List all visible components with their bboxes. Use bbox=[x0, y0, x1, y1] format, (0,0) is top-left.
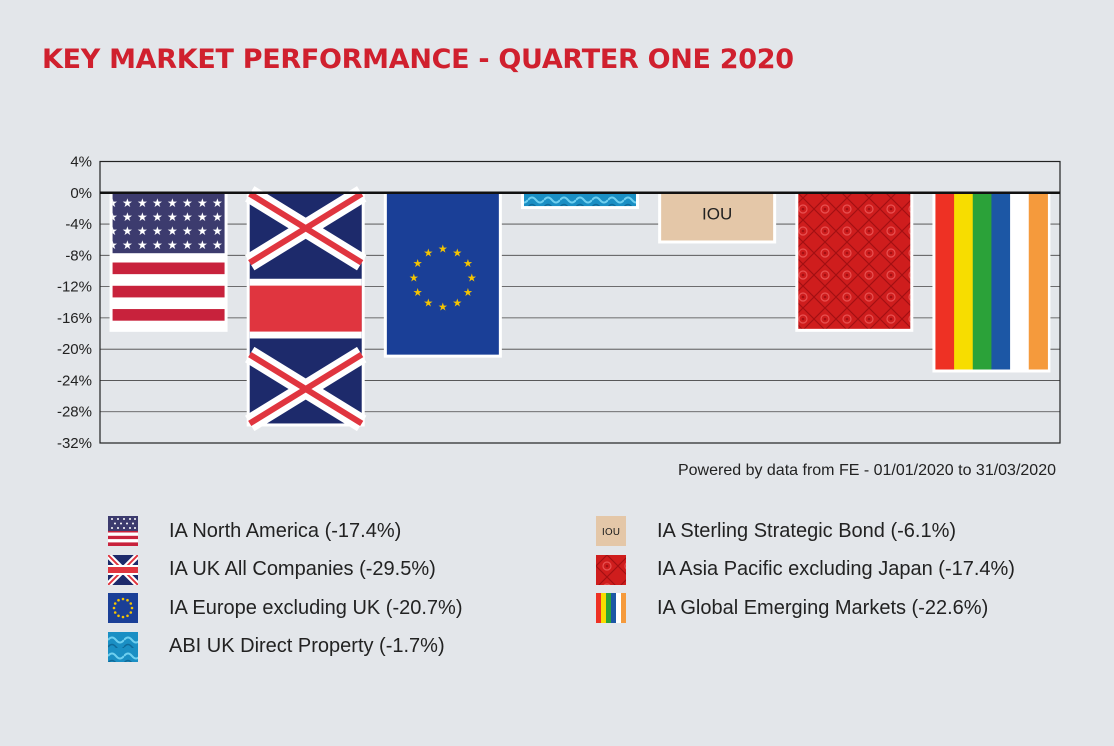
chinese-pattern-icon bbox=[596, 554, 626, 585]
eu-star: ★ bbox=[438, 300, 448, 313]
bar-2 bbox=[244, 186, 367, 432]
eu-star: ★ bbox=[423, 246, 433, 259]
legend-label: IA Global Emerging Markets (-22.6%) bbox=[657, 596, 989, 619]
y-tick-label: -28% bbox=[57, 404, 92, 421]
y-tick-label: -8% bbox=[65, 247, 92, 264]
iou-icon-text: IOU bbox=[602, 527, 620, 538]
legend-item: IOU IA Sterling Strategic Bond (-6.1%) bbox=[596, 512, 1015, 551]
iou-note-icon: IOU bbox=[596, 516, 626, 547]
bar-3: ★ ★★★★★★★★★★★ bbox=[383, 191, 502, 358]
eu-star bbox=[126, 599, 129, 602]
eu-star: ★ bbox=[452, 297, 462, 310]
legend-label: ABI UK Direct Property (-1.7%) bbox=[169, 635, 445, 658]
y-tick-label: 4% bbox=[70, 154, 92, 171]
bar-5: IOU bbox=[658, 191, 777, 244]
eu-star: ★ bbox=[463, 257, 473, 270]
eu-star: ★ bbox=[413, 257, 423, 270]
page-title: KEY MARKET PERFORMANCE - QUARTER ONE 202… bbox=[42, 44, 794, 75]
plot-frame bbox=[99, 160, 1061, 444]
bar-chart: ★ 4%0%-4%-8%-12%-16%-20%-24%-28%-32% ★★★… bbox=[57, 154, 1061, 451]
eu-star bbox=[112, 606, 116, 610]
legend-label: IA Sterling Strategic Bond (-6.1%) bbox=[657, 519, 957, 542]
rainbow-stripes-icon bbox=[596, 593, 626, 624]
y-tick-label: -20% bbox=[57, 341, 92, 358]
eu-star: ★ bbox=[438, 242, 448, 255]
legend-item: IA Global Emerging Markets (-22.6%) bbox=[596, 589, 1015, 628]
bar-annotation: IOU bbox=[702, 204, 732, 223]
union-jack-icon bbox=[108, 554, 138, 585]
legend-label: IA Asia Pacific excluding Japan (-17.4%) bbox=[657, 558, 1015, 581]
bar-6 bbox=[795, 191, 914, 332]
legend-label: IA North America (-17.4%) bbox=[169, 519, 402, 542]
eu-star bbox=[129, 602, 133, 606]
bars: ★ ★★★★★★★★★★★IOU bbox=[109, 186, 1051, 432]
legend-label: IA Europe excluding UK (-20.7%) bbox=[169, 596, 463, 619]
eu-star bbox=[117, 599, 120, 602]
y-tick-label: -4% bbox=[65, 216, 92, 233]
y-tick-label: -12% bbox=[57, 279, 92, 296]
bar-7 bbox=[932, 191, 1051, 373]
eu-star bbox=[121, 615, 125, 619]
legend-left: IA North America (-17.4%) IA UK All Comp… bbox=[108, 512, 463, 666]
eu-star: ★ bbox=[409, 271, 419, 284]
y-axis-ticks: 4% 0% -4% -8% -12% -16% -20% -24% -28% -32% bbox=[57, 154, 92, 451]
legend-label: IA UK All Companies (-29.5%) bbox=[169, 558, 436, 581]
eu-star: ★ bbox=[413, 286, 423, 299]
y-tick-label: -32% bbox=[57, 435, 92, 450]
water-texture-icon bbox=[108, 631, 138, 662]
eu-star bbox=[130, 606, 134, 610]
eu-star: ★ bbox=[463, 286, 473, 299]
legend-item: ABI UK Direct Property (-1.7%) bbox=[108, 628, 463, 667]
legend-right: IOU IA Sterling Strategic Bond (-6.1%) I… bbox=[596, 512, 1015, 628]
bar-1 bbox=[109, 191, 228, 332]
legend-item: IA Europe excluding UK (-20.7%) bbox=[108, 589, 463, 628]
eu-star bbox=[117, 614, 120, 618]
y-tick-label: -16% bbox=[57, 310, 92, 327]
y-tick-label: 0% bbox=[70, 185, 92, 202]
eu-star bbox=[121, 597, 125, 601]
eu-star bbox=[113, 611, 117, 615]
bar-4 bbox=[521, 191, 639, 210]
source-note: Powered by data from FE - 01/01/2020 to … bbox=[677, 462, 1056, 479]
eu-flag-icon bbox=[108, 593, 138, 624]
eu-star: ★ bbox=[452, 246, 462, 259]
legend-item: IA North America (-17.4%) bbox=[108, 512, 463, 551]
eu-star bbox=[129, 611, 133, 615]
us-flag-icon bbox=[108, 516, 138, 547]
y-tick-label: -24% bbox=[57, 372, 92, 389]
eu-star: ★ bbox=[467, 271, 477, 284]
legend-item: IA Asia Pacific excluding Japan (-17.4%) bbox=[596, 551, 1015, 590]
eu-star: ★ bbox=[423, 297, 433, 310]
eu-star bbox=[126, 614, 129, 618]
legend-item: IA UK All Companies (-29.5%) bbox=[108, 551, 463, 590]
eu-star bbox=[113, 602, 117, 606]
